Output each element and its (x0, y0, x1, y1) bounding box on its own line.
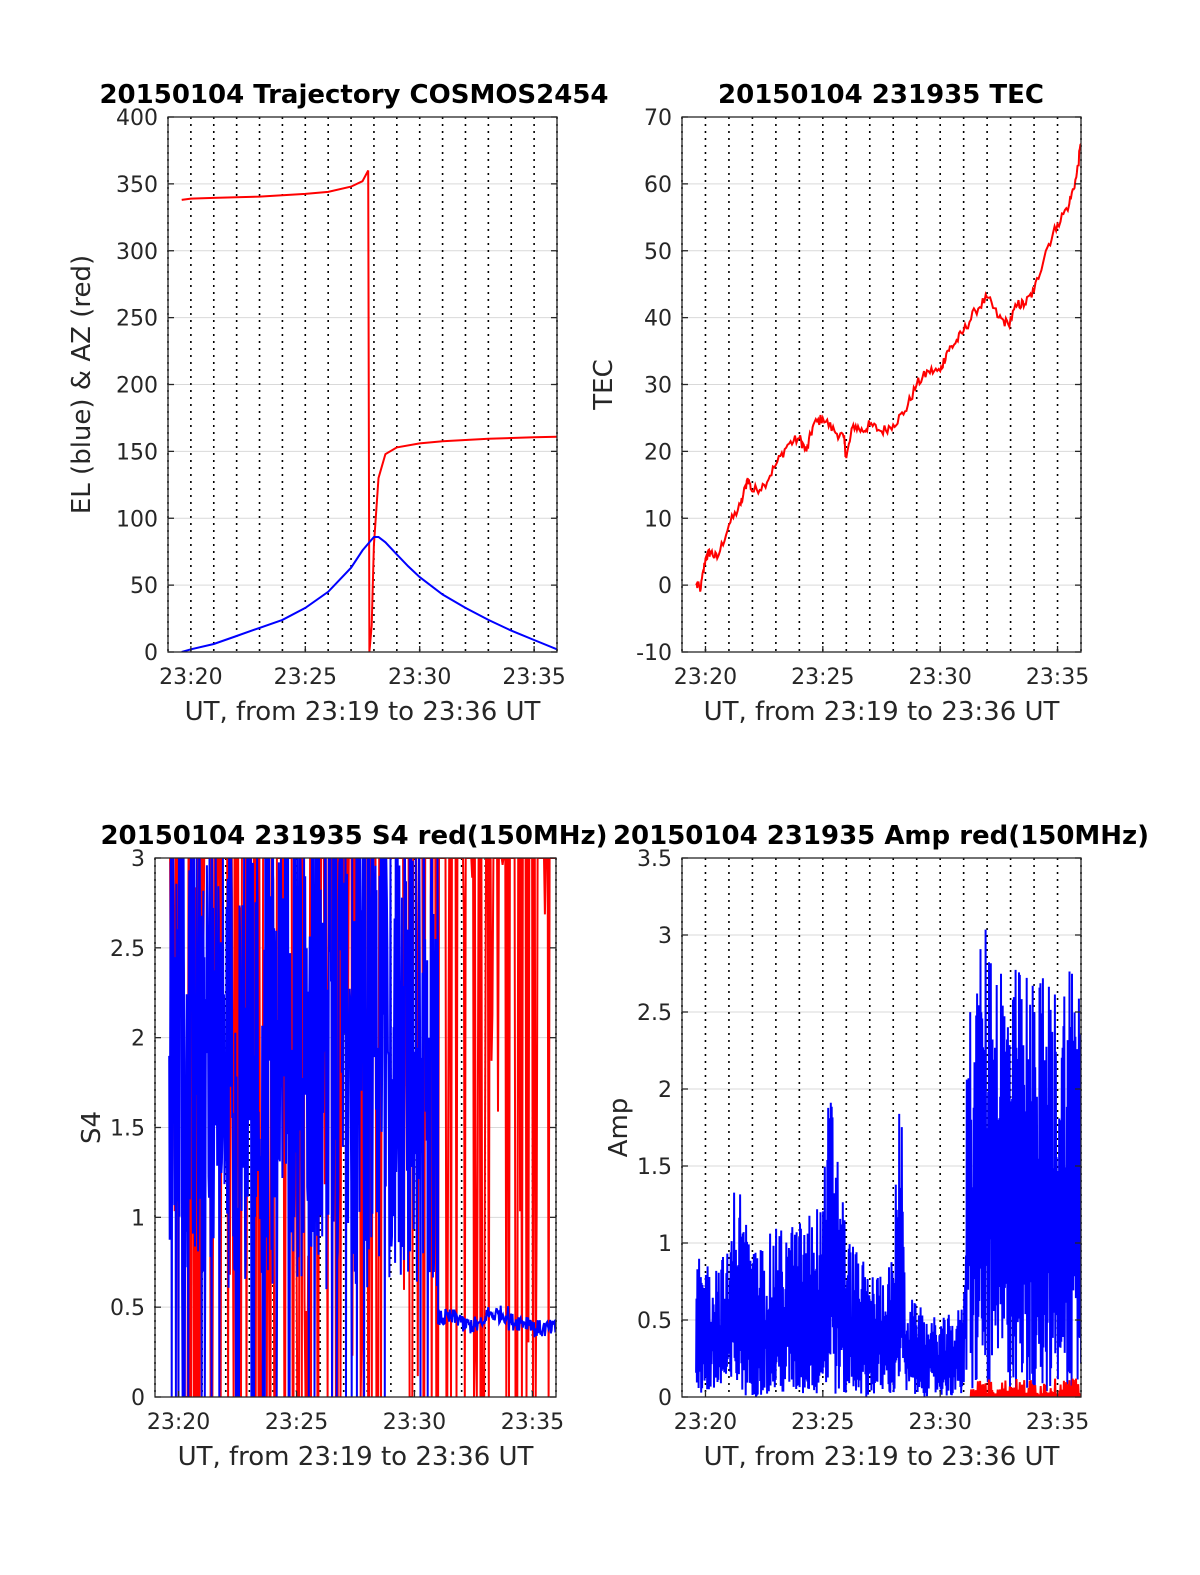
y-tick-label: 0 (658, 574, 672, 599)
y-tick-label: 0 (131, 1386, 145, 1411)
series-line-1 (181, 170, 557, 652)
y-tick-label: 0 (658, 1386, 672, 1411)
y-tick-label: 40 (644, 307, 672, 332)
y-tick-label: 1.5 (637, 1155, 672, 1180)
data-layer (695, 143, 1081, 592)
y-tick-label: 3 (131, 847, 145, 872)
y-tick-label: 1 (131, 1206, 145, 1231)
y-tick-label: 20 (644, 440, 672, 465)
chart-title: 20150104 231935 S4 red(150MHz) (100, 821, 607, 851)
axes-box (681, 857, 1082, 1398)
series-line-1 (695, 929, 1081, 1397)
chart-panel-2: -10 0 10 20 30 40 50 60 70 23:20 23:25 23:30 23:35 20… (589, 80, 1089, 727)
y-tick-label: 2.5 (637, 1001, 672, 1026)
x-axis-label: UT, from 23:19 to 23:36 UT (185, 697, 541, 727)
x-tick-label: 23:35 (501, 1410, 564, 1435)
chart-title: 20150104 231935 Amp red(150MHz) (613, 821, 1149, 851)
y-tick-label: 70 (644, 106, 672, 131)
y-tick-label: 150 (116, 440, 158, 465)
x-tick-label: 23:30 (908, 665, 971, 690)
y-axis-label: TEC (589, 359, 619, 410)
data-layer (181, 170, 557, 652)
x-tick-label: 23:30 (383, 1410, 446, 1435)
y-tick-label: 50 (130, 574, 158, 599)
y-axis-label: Amp (604, 1098, 634, 1158)
y-tick-label: 400 (116, 106, 158, 131)
x-tick-label: 23:25 (791, 665, 854, 690)
y-tick-label: 1.5 (110, 1117, 145, 1142)
x-tick-label: 23:35 (1026, 665, 1089, 690)
x-tick-label: 23:25 (265, 1410, 328, 1435)
y-tick-label: 0 (144, 641, 158, 666)
y-tick-label: 3 (658, 924, 672, 949)
y-tick-label: -10 (636, 641, 672, 666)
y-tick-label: 0.5 (110, 1296, 145, 1321)
x-tick-label: 23:25 (274, 665, 337, 690)
chart-panel-4: 0 0.5 1 1.5 2 2.5 3 3.5 23:20 23:25 23:30 23:35 2015… (604, 821, 1149, 1472)
y-tick-label: 2.5 (110, 937, 145, 962)
chart-panel-3: 0 0.5 1 1.5 2 2.5 3 23:20 23:25 23:30 23:35 2015010… (77, 821, 608, 1472)
x-tick-label: 23:30 (908, 1410, 971, 1435)
y-tick-label: 0.5 (637, 1309, 672, 1334)
y-tick-label: 2 (131, 1027, 145, 1052)
chart-title: 20150104 Trajectory COSMOS2454 (99, 80, 608, 110)
chart-panel-1: 0 50 100 150 200 250 300 350 400 23:20 23:25 23:30 2… (67, 80, 609, 727)
y-tick-label: 30 (644, 374, 672, 399)
data-layer (168, 858, 556, 1397)
y-tick-label: 10 (644, 507, 672, 532)
y-axis-label: S4 (77, 1111, 107, 1144)
chart-title: 20150104 231935 TEC (718, 80, 1044, 110)
y-tick-label: 200 (116, 374, 158, 399)
y-tick-label: 300 (116, 240, 158, 265)
x-tick-label: 23:20 (147, 1410, 210, 1435)
y-tick-label: 50 (644, 240, 672, 265)
y-tick-label: 2 (658, 1078, 672, 1103)
x-axis-label: UT, from 23:19 to 23:36 UT (704, 1442, 1060, 1472)
y-tick-label: 100 (116, 507, 158, 532)
y-axis-label: EL (blue) & AZ (red) (67, 255, 97, 514)
x-axis-label: UT, from 23:19 to 23:36 UT (704, 697, 1060, 727)
y-tick-label: 60 (644, 173, 672, 198)
y-tick-label: 250 (116, 307, 158, 332)
x-tick-label: 23:25 (791, 1410, 854, 1435)
y-tick-label: 1 (658, 1232, 672, 1257)
y-tick-label: 3.5 (637, 847, 672, 872)
x-axis-label: UT, from 23:19 to 23:36 UT (178, 1442, 534, 1472)
x-tick-label: 23:20 (159, 665, 222, 690)
x-tick-label: 23:30 (388, 665, 451, 690)
x-tick-label: 23:20 (674, 1410, 737, 1435)
x-tick-label: 23:20 (674, 665, 737, 690)
x-tick-label: 23:35 (1026, 1410, 1089, 1435)
y-tick-label: 350 (116, 173, 158, 198)
x-tick-label: 23:35 (502, 665, 565, 690)
series-line-1 (695, 143, 1081, 592)
series-line-2 (168, 858, 556, 1397)
series-line-2 (181, 536, 557, 652)
